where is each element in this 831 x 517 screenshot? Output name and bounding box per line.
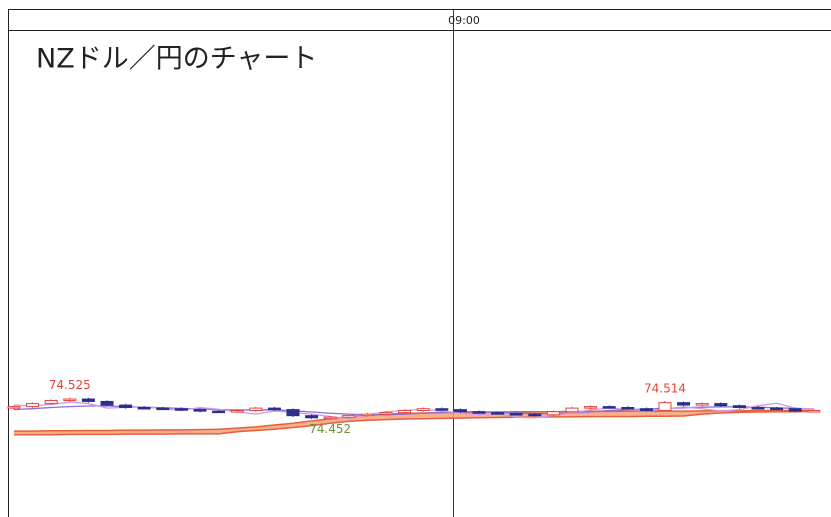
- candle-body: [732, 405, 746, 409]
- frame: [8, 9, 831, 517]
- candle-body: [212, 410, 226, 414]
- candle-body: [379, 412, 393, 415]
- candle-body: [323, 416, 337, 420]
- candle-body: [658, 402, 672, 412]
- high-label: 74.514: [644, 381, 686, 395]
- candle-body: [472, 411, 486, 414]
- candle-body: [714, 403, 728, 407]
- high-label: 74.525: [49, 378, 91, 392]
- candle-body: [81, 398, 95, 402]
- candle-body: [100, 400, 114, 406]
- candle-body: [7, 406, 21, 409]
- candle-body: [398, 410, 412, 414]
- candle-body: [342, 414, 356, 418]
- candle-body: [305, 415, 319, 419]
- candle-body: [156, 407, 170, 411]
- chart-title: NZドル／円のチャート: [36, 44, 317, 75]
- candle-body: [807, 410, 821, 413]
- candle-body: [602, 406, 616, 409]
- candle-body: [193, 409, 207, 412]
- candle-body: [360, 413, 374, 417]
- candle-body: [119, 404, 133, 409]
- candle-body: [286, 409, 300, 417]
- candle-body: [584, 406, 598, 409]
- candle-body: [63, 398, 77, 402]
- candle-body: [528, 413, 542, 417]
- candle-body: [267, 407, 281, 411]
- candle-body: [137, 407, 151, 410]
- candle-body: [249, 407, 263, 412]
- time-label: 09:00: [448, 14, 480, 27]
- candle-body: [677, 402, 691, 406]
- indicator-line: [13, 401, 814, 420]
- candle-body: [174, 408, 188, 411]
- low-label: 74.452: [309, 422, 351, 436]
- candle-body: [416, 408, 430, 412]
- candle-body: [453, 409, 467, 413]
- candle-body: [230, 410, 244, 413]
- candle-body: [435, 408, 449, 411]
- candle-body: [751, 407, 765, 410]
- candle-body: [621, 407, 635, 410]
- candle-body: [26, 403, 40, 408]
- candle-body: [546, 411, 560, 416]
- candle-body: [770, 407, 784, 411]
- candle-body: [565, 407, 579, 413]
- candle-body: [509, 413, 523, 416]
- candle-body: [44, 400, 58, 405]
- candle-body: [695, 403, 709, 406]
- candle-body: [491, 412, 505, 415]
- candle-body: [639, 408, 653, 412]
- candle-body: [788, 408, 802, 412]
- cloud-edge: [14, 410, 814, 436]
